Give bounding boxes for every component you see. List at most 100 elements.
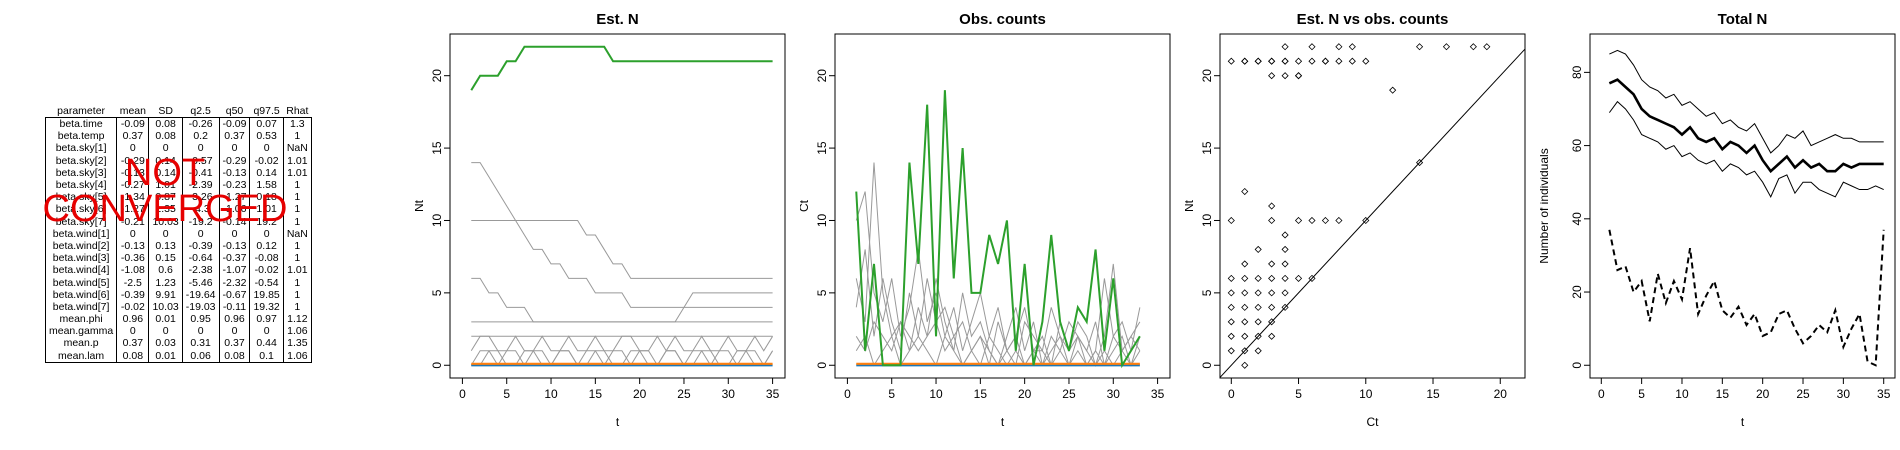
table-cell: beta.wind[5]: [44, 276, 118, 289]
scatter-point: [1268, 289, 1276, 297]
table-cell: -0.26: [181, 117, 220, 131]
x-tick-label: 5: [1638, 387, 1645, 401]
table-row: beta.temp 0.37 0.08 0.2 0.37 0.53 1: [44, 130, 312, 143]
table-cell: -1.27: [116, 203, 150, 216]
table-cell: 1.35: [148, 203, 183, 216]
scatter-point: [1281, 260, 1289, 268]
table-cell: -1.06: [218, 203, 251, 216]
table-cell: 1.01: [282, 154, 312, 167]
table-cell: 10.03: [148, 215, 183, 228]
table-cell: -3.26: [181, 191, 220, 204]
scatter-point: [1254, 289, 1262, 297]
table-cell: 0: [148, 325, 183, 338]
y-tick-label: 0: [815, 362, 829, 369]
series-line-4: [855, 335, 1141, 367]
table-cell: 0.07: [249, 117, 284, 131]
scatter-point: [1321, 57, 1329, 65]
scatter-point: [1348, 57, 1356, 65]
table-cell: 0.01: [148, 313, 183, 326]
scatter-point: [1308, 57, 1316, 65]
table-cell: 1.35: [282, 337, 312, 350]
column-header: q2.5: [190, 105, 211, 117]
table-cell: 0.96: [218, 313, 251, 326]
table-cell: beta.wind[7]: [44, 300, 118, 313]
table-cell: 0: [116, 325, 150, 338]
table-cell: -0.41: [181, 166, 220, 179]
scatter-point: [1416, 158, 1424, 167]
table-cell: -19.2: [181, 215, 220, 228]
table-cell: 1.06: [282, 325, 312, 338]
table-cell: -0.08: [249, 252, 284, 265]
scatter-point: [1281, 72, 1289, 80]
table-cell: 1: [282, 130, 312, 143]
table-cell: -0.09: [218, 117, 251, 131]
table-row: beta.sky[2] -0.29 0.14 -0.57 -0.29 -0.02 1.01: [44, 154, 312, 167]
series-line-0: [471, 162, 773, 308]
x-tick-label: 0: [1228, 387, 1235, 401]
table-cell: 1: [282, 288, 312, 301]
scatter-point: [1241, 289, 1249, 297]
scatter-point: [1227, 318, 1235, 326]
table-row: beta.wind[4] -1.08 0.6 -2.38 -1.07 -0.02 1.01: [44, 264, 312, 277]
series-line-5: [470, 335, 774, 352]
scatter-point: [1227, 216, 1235, 225]
table-cell: 0: [249, 325, 284, 338]
table-cell: 1: [282, 215, 312, 228]
table-cell: 1.3: [282, 117, 312, 131]
scatter-point: [1294, 72, 1303, 80]
table-cell: beta.temp: [44, 130, 118, 143]
scatter-point: [1241, 274, 1249, 282]
x-tick-label: 10: [1359, 387, 1373, 401]
scatter-point: [1281, 57, 1289, 65]
x-tick-label: 15: [589, 387, 603, 401]
table-cell: -5.46: [181, 276, 220, 289]
scatter-point: [1241, 57, 1249, 65]
x-tick-label: 25: [1796, 387, 1810, 401]
scatter-point: [1308, 216, 1316, 225]
table-body: beta.time -0.09 0.08 -0.26 -0.09 0.07 1.3 beta.…: [44, 117, 312, 363]
x-tick-label: 35: [1877, 387, 1891, 401]
scatter-point: [1281, 57, 1289, 65]
table-cell: -0.29: [218, 154, 251, 167]
scatter-point: [1335, 43, 1343, 51]
scatter-point: [1254, 245, 1262, 254]
scatter-point: [1268, 57, 1276, 65]
table-cell: beta.wind[4]: [44, 264, 118, 277]
x-tick-label: 25: [677, 387, 691, 401]
x-tick-label: 10: [544, 387, 558, 401]
x-tick-label: 30: [1107, 387, 1121, 401]
table-cell: 1: [282, 276, 312, 289]
table-cell: -4.3: [181, 203, 220, 216]
column-header: q50: [225, 105, 244, 117]
scatter-point: [1241, 318, 1249, 326]
table-cell: -0.37: [218, 252, 251, 265]
table-cell: -0.13: [218, 239, 251, 253]
table-header-row: parameter mean SD q2.5 q50 q97.5 Rhat: [46, 105, 312, 118]
scatter-point: [1227, 347, 1235, 355]
table-cell: beta.wind[2]: [44, 239, 118, 253]
y-tick-label: 10: [430, 213, 444, 227]
table-cell: -0.64: [181, 252, 220, 265]
table-cell: -0.21: [116, 215, 150, 228]
table-cell: beta.wind[6]: [44, 288, 118, 301]
table-row: mean.phi 0.96 0.01 0.95 0.96 0.97 1.12: [44, 313, 312, 326]
x-tick-label: 15: [1426, 387, 1440, 401]
y-tick-label: 15: [815, 141, 829, 155]
scatter-point: [1227, 57, 1235, 65]
table-row: mean.p 0.37 0.03 0.31 0.37 0.44 1.35: [44, 337, 312, 350]
table-cell: 0.37: [116, 337, 150, 350]
table-cell: 0.12: [249, 239, 284, 253]
y-tick-label: 10: [815, 213, 829, 227]
x-tick-label: 10: [1675, 387, 1689, 401]
y-axis-label: Number of individuals: [1540, 148, 1551, 263]
scatter-point: [1241, 187, 1249, 196]
scatter-point: [1254, 318, 1262, 326]
table-cell: 0.95: [181, 313, 220, 326]
scatter-point: [1268, 57, 1276, 65]
table-cell: 0.6: [148, 264, 183, 277]
table-cell: -0.13: [116, 239, 150, 253]
x-tick-label: 30: [722, 387, 736, 401]
table-cell: beta.sky[5]: [44, 191, 118, 204]
scatter-point: [1227, 303, 1235, 311]
x-tick-label: 20: [1756, 387, 1770, 401]
